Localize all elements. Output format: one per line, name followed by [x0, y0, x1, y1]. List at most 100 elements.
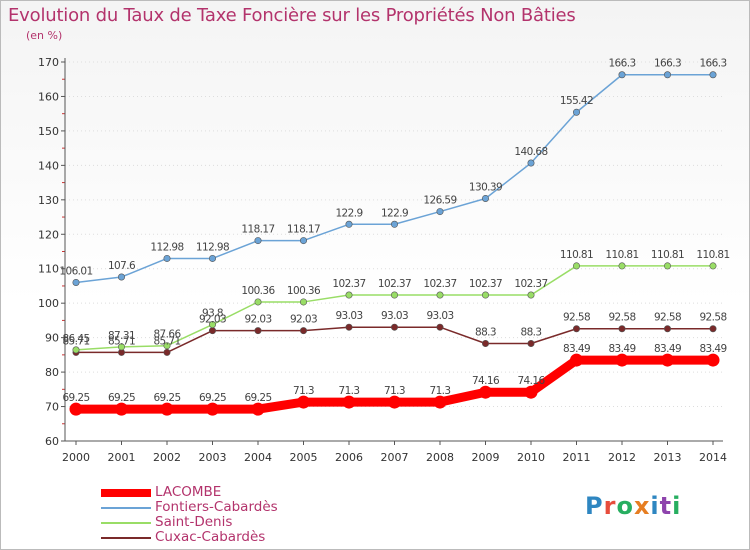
legend-label: LACOMBE — [155, 484, 222, 500]
data-label: 102.37 — [469, 278, 502, 290]
data-point — [209, 327, 217, 335]
data-label: 83.49 — [699, 343, 726, 355]
y-tick-label: 160 — [38, 90, 59, 103]
x-tick-label: 2002 — [153, 451, 181, 464]
y-tick-label: 150 — [38, 125, 59, 138]
data-label: 110.81 — [651, 249, 684, 261]
data-label: 106.01 — [59, 265, 92, 277]
legend-swatch — [101, 507, 151, 509]
data-point — [706, 353, 720, 367]
data-label: 112.98 — [150, 241, 183, 253]
data-point — [527, 291, 535, 299]
data-point — [297, 395, 310, 409]
data-label: 69.25 — [199, 392, 226, 404]
data-point — [163, 348, 171, 356]
data-label: 100.36 — [241, 285, 275, 297]
logo-letter: x — [633, 492, 651, 520]
data-point — [570, 353, 583, 367]
y-tick-label: 90 — [45, 332, 59, 345]
x-tick-label: 2009 — [472, 451, 500, 464]
data-label: 92.58 — [654, 312, 681, 324]
data-label: 87.31 — [108, 330, 135, 342]
data-point — [481, 194, 489, 202]
y-tick-label: 60 — [45, 435, 59, 448]
data-point — [69, 402, 83, 416]
data-label: 93.03 — [426, 310, 453, 322]
y-tick-label: 110 — [38, 263, 59, 276]
legend-item: Cuxac-Cabardès — [101, 529, 361, 545]
data-label: 122.9 — [381, 207, 408, 219]
legend-item: LACOMBE — [101, 484, 361, 500]
data-point — [615, 353, 629, 367]
data-label: 93.03 — [381, 310, 408, 322]
data-point — [299, 327, 307, 335]
data-label: 87.66 — [153, 329, 181, 341]
data-label: 110.81 — [696, 249, 729, 261]
data-label: 93.03 — [335, 310, 362, 322]
data-point — [709, 325, 717, 333]
data-label: 110.81 — [560, 249, 593, 261]
data-label: 92.03 — [199, 314, 226, 326]
data-label: 102.37 — [332, 278, 365, 290]
data-point — [527, 339, 535, 347]
data-label: 92.58 — [608, 312, 635, 324]
data-label: 100.36 — [287, 285, 321, 297]
data-point — [388, 395, 401, 409]
data-label: 71.3 — [384, 385, 405, 397]
logo-letter: i — [672, 492, 682, 520]
data-label: 86.45 — [62, 333, 89, 345]
data-label: 88.3 — [475, 326, 496, 338]
data-point — [209, 321, 217, 329]
data-point — [527, 159, 535, 167]
data-label: 85.71 — [62, 335, 89, 347]
y-tick-label: 170 — [38, 56, 59, 69]
x-tick-label: 2000 — [62, 451, 90, 464]
data-point — [572, 108, 580, 116]
data-label: 74.16 — [517, 375, 545, 387]
data-label: 110.81 — [605, 249, 638, 261]
data-point — [254, 327, 262, 335]
y-tick-label: 130 — [38, 194, 59, 207]
data-point — [345, 220, 353, 228]
data-label: 166.3 — [699, 58, 726, 70]
data-point — [479, 385, 492, 399]
legend-item: Fontiers-Cabardès — [101, 499, 361, 515]
data-label: 102.37 — [378, 278, 411, 290]
data-point — [663, 71, 671, 79]
x-tick-label: 2013 — [654, 451, 682, 464]
data-point — [206, 402, 219, 416]
data-point — [390, 220, 398, 228]
data-label: 88.3 — [521, 326, 542, 338]
proxiti-logo: Proxiti — [585, 492, 681, 520]
data-label: 166.3 — [654, 58, 681, 70]
data-point — [342, 395, 356, 409]
data-label: 69.25 — [153, 392, 180, 404]
data-label: 140.68 — [514, 146, 547, 158]
data-point — [345, 323, 353, 331]
x-tick-label: 2003 — [199, 451, 227, 464]
data-label: 71.3 — [430, 385, 451, 397]
data-point — [299, 298, 307, 306]
data-point — [661, 353, 674, 367]
logo-letter: P — [585, 492, 604, 520]
data-label: 92.58 — [699, 312, 726, 324]
data-label: 71.3 — [339, 385, 360, 397]
data-label: 126.59 — [423, 195, 456, 207]
legend: LACOMBE Fontiers-Cabardès Saint-Denis Cuxac… — [101, 484, 361, 545]
data-point — [663, 325, 671, 333]
data-label: 92.03 — [244, 314, 271, 326]
data-point — [72, 278, 80, 286]
data-label: 83.49 — [608, 343, 635, 355]
logo-letter: r — [603, 492, 617, 520]
data-point — [618, 325, 626, 333]
data-point — [254, 237, 262, 245]
data-label: 107.6 — [108, 260, 136, 272]
data-label: 69.25 — [108, 392, 135, 404]
data-label: 92.03 — [290, 314, 317, 326]
data-label: 69.25 — [244, 392, 271, 404]
data-label: 130.39 — [469, 181, 502, 193]
data-point — [209, 254, 217, 262]
data-point — [433, 395, 447, 409]
x-tick-label: 2001 — [108, 451, 136, 464]
